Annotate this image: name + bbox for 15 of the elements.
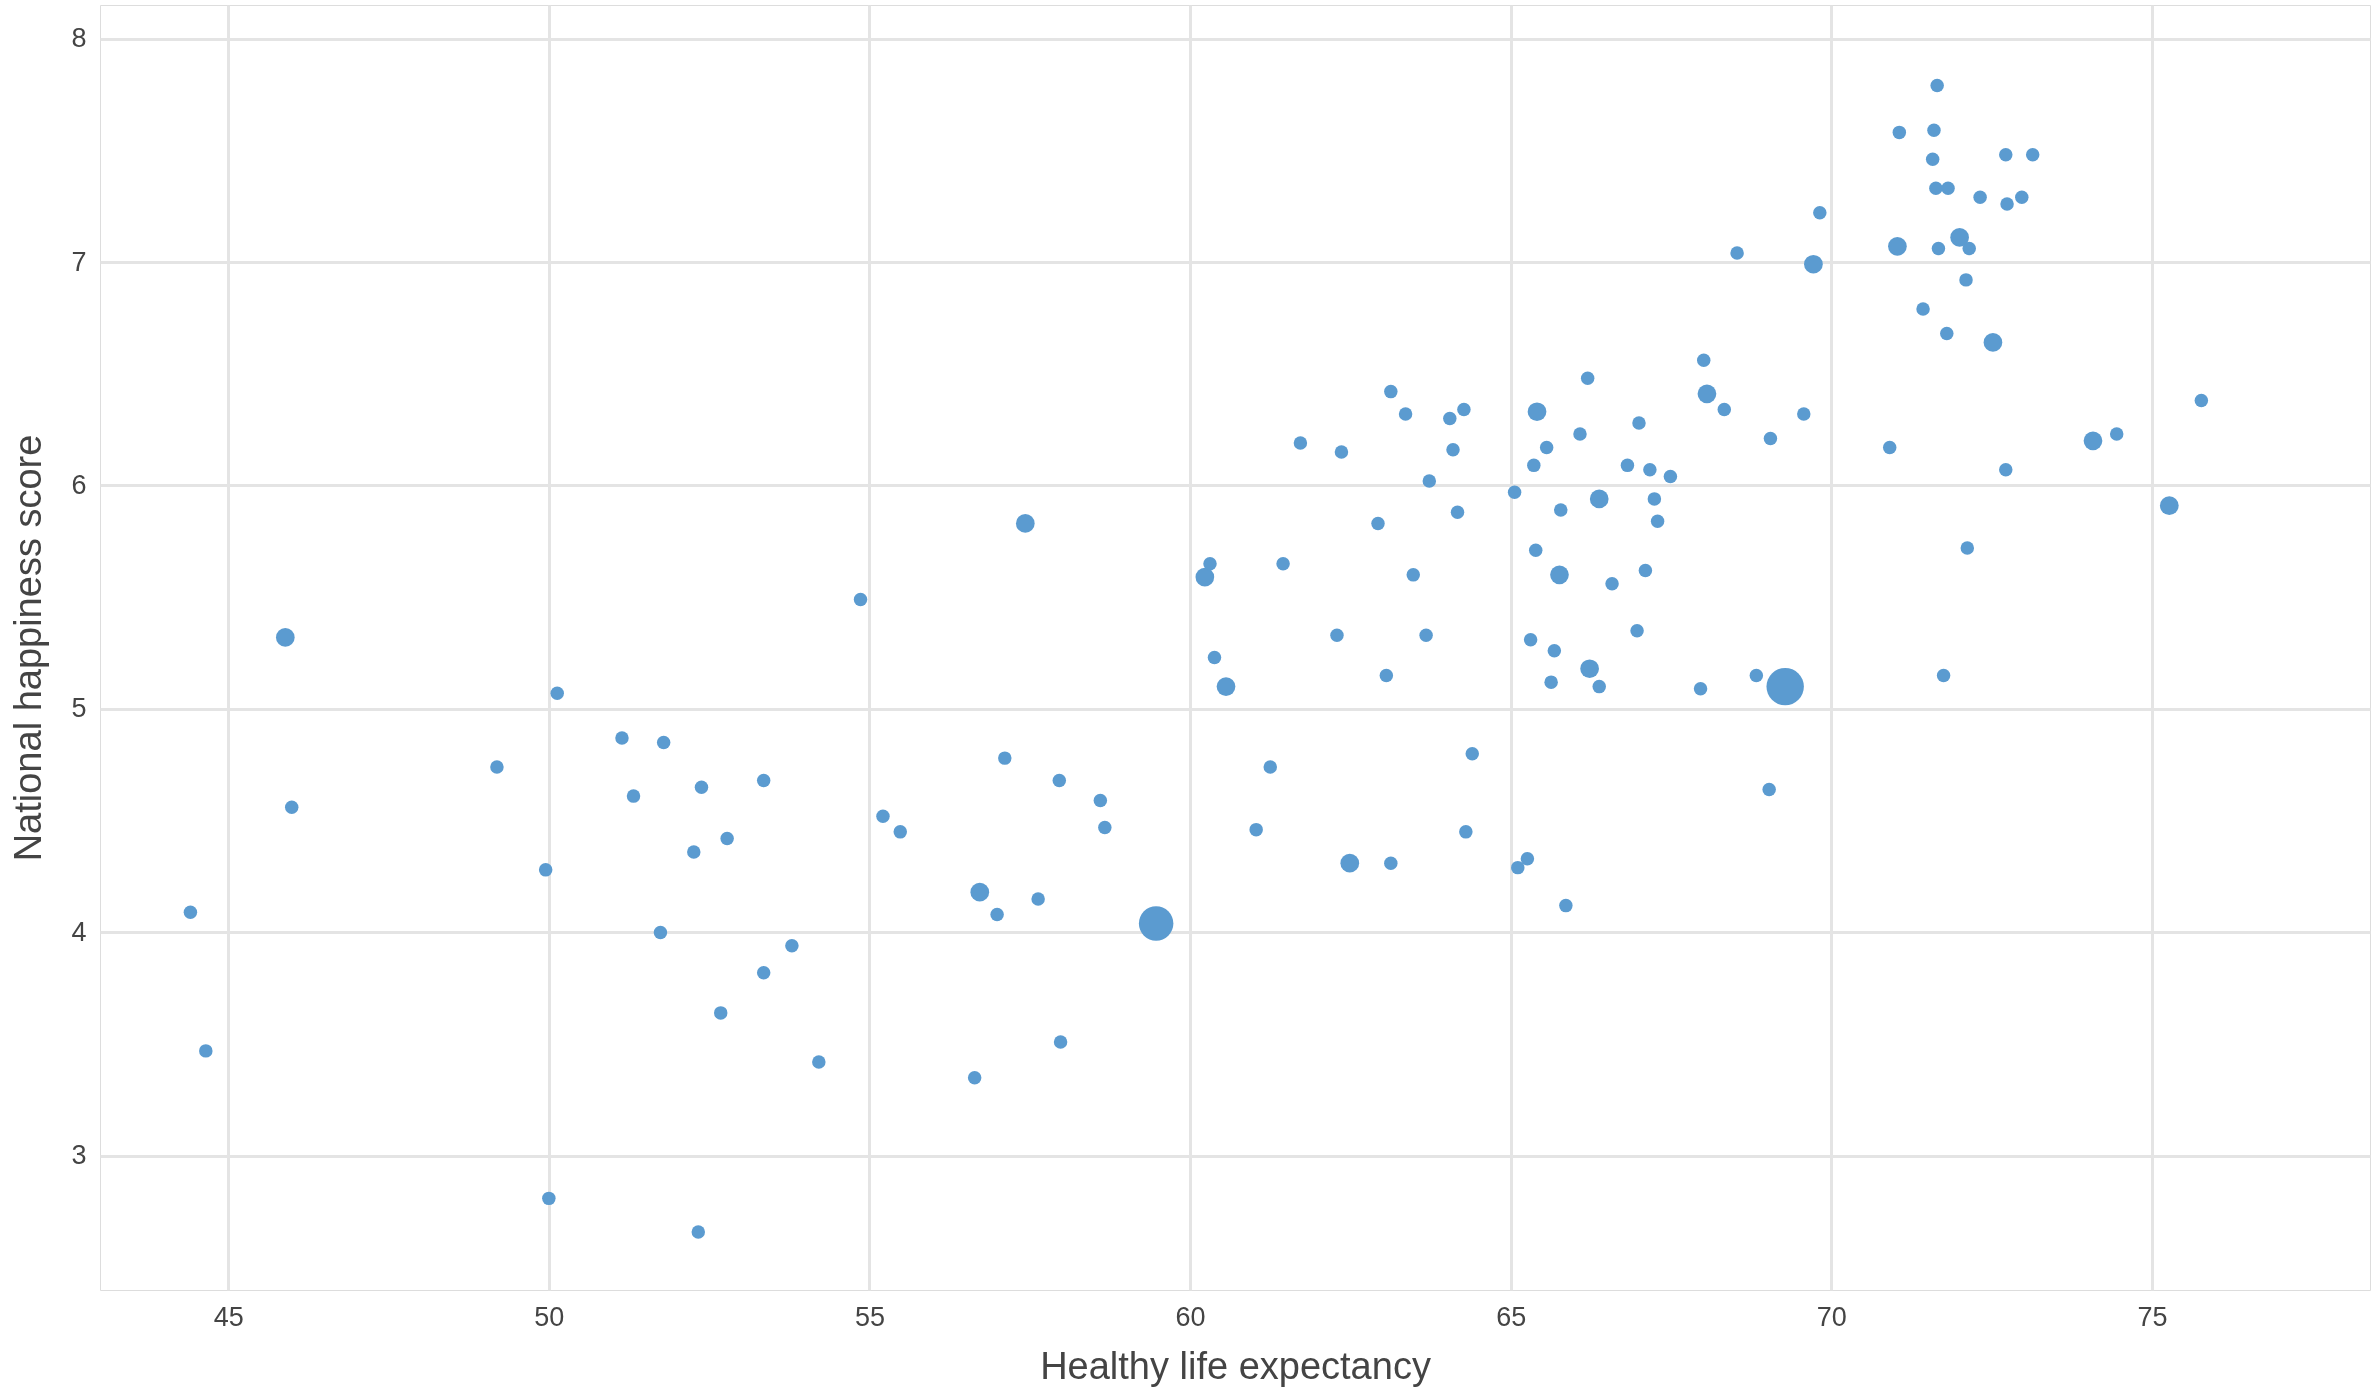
x-tick-label: 60 xyxy=(1175,1301,1206,1332)
y-axis-title: National happiness score xyxy=(7,434,50,862)
x-tick-label: 75 xyxy=(2137,1301,2168,1332)
x-tick-label: 70 xyxy=(1816,1301,1847,1332)
y-tick-label: 3 xyxy=(71,1140,87,1171)
y-tick-label: 8 xyxy=(71,23,87,54)
y-tick-label: 4 xyxy=(71,916,87,947)
x-tick-label: 65 xyxy=(1496,1301,1527,1332)
x-axis-title: Healthy life expectancy xyxy=(1040,1344,1431,1387)
x-tick-label: 55 xyxy=(854,1301,886,1332)
y-tick-label: 6 xyxy=(71,469,87,500)
x-tick-label: 50 xyxy=(534,1301,565,1332)
y-tick-label: 7 xyxy=(71,246,87,277)
y-tick-label: 5 xyxy=(71,693,87,724)
x-tick-label: 45 xyxy=(213,1301,244,1332)
